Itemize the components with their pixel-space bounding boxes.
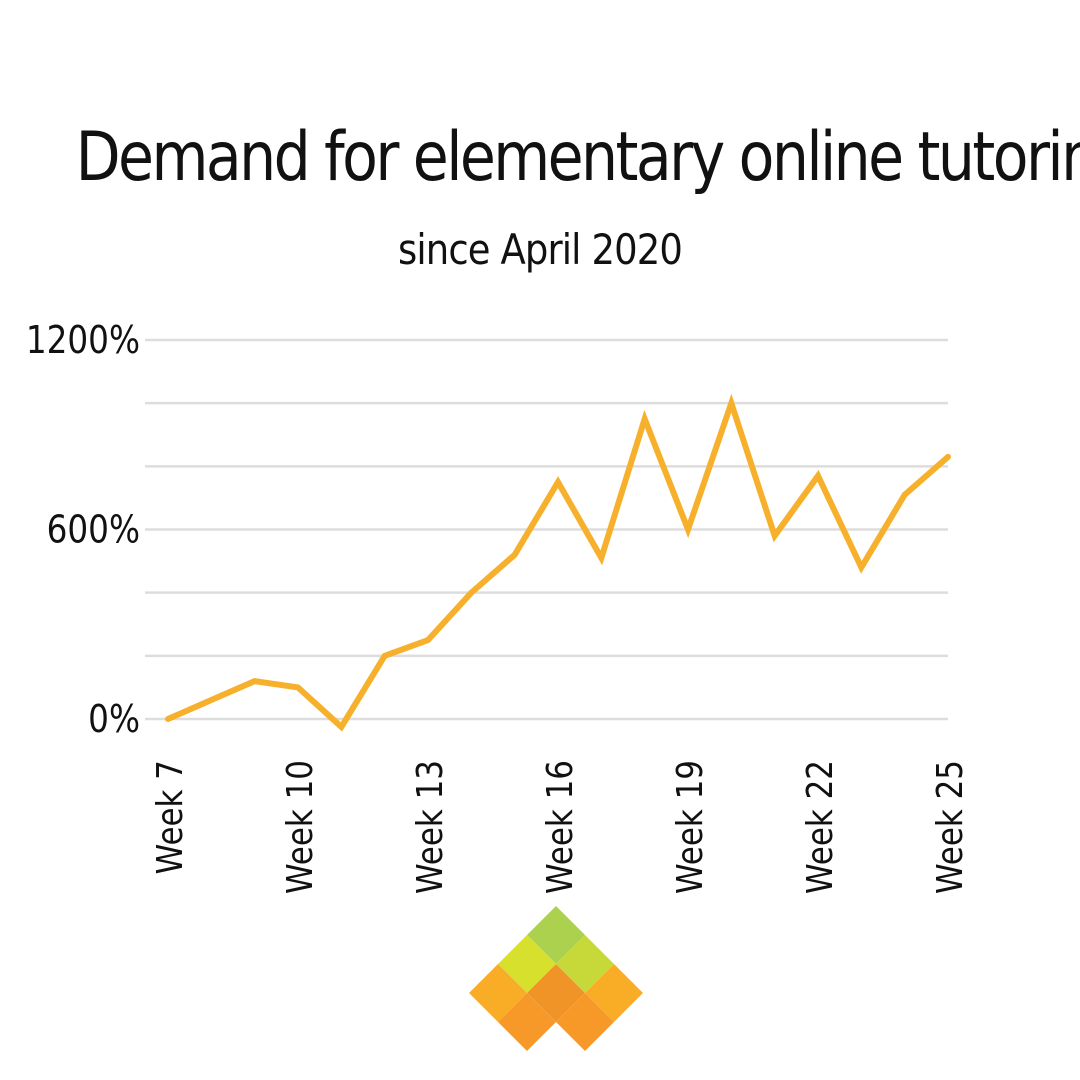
y-tick-label: 1200% bbox=[26, 319, 140, 363]
data-point bbox=[425, 637, 431, 643]
x-tick-label: Week 7 bbox=[149, 760, 191, 874]
x-tick-label: Week 19 bbox=[669, 760, 711, 894]
series-line-0 bbox=[165, 393, 951, 732]
chart-title: Demand for elementary online tutoring bbox=[75, 118, 1080, 197]
data-point bbox=[555, 479, 561, 485]
data-point bbox=[338, 724, 344, 730]
logo-tile bbox=[556, 993, 614, 1051]
line-chart: 0%600%1200% Week 7 Week 10 Week 13 Week 16 W… bbox=[26, 319, 971, 894]
series-layer bbox=[165, 393, 951, 732]
data-point bbox=[728, 400, 734, 406]
data-point bbox=[295, 684, 301, 690]
y-tick-label: 600% bbox=[47, 508, 140, 552]
gridlines bbox=[145, 338, 948, 721]
x-tick-label: Week 10 bbox=[279, 760, 321, 894]
x-axis-tick-labels: Week 7 Week 10 Week 13 Week 16 Week 19 Week 2… bbox=[149, 760, 971, 894]
data-point bbox=[858, 564, 864, 570]
data-point bbox=[165, 716, 171, 722]
data-point bbox=[382, 653, 388, 659]
y-tick-label: 0% bbox=[88, 698, 140, 742]
diamond-mosaic-logo-icon bbox=[469, 906, 643, 1051]
data-point bbox=[902, 492, 908, 498]
data-point bbox=[598, 555, 604, 561]
data-point bbox=[945, 454, 951, 460]
data-point bbox=[772, 533, 778, 539]
x-tick-label: Week 13 bbox=[409, 760, 451, 894]
logo-tile bbox=[498, 993, 556, 1051]
chart-subtitle: since April 2020 bbox=[398, 225, 683, 274]
data-point bbox=[512, 552, 518, 558]
data-point bbox=[642, 416, 648, 422]
data-point bbox=[208, 697, 214, 703]
x-tick-label: Week 25 bbox=[929, 760, 971, 894]
y-axis-tick-labels: 0% 600% 1200% bbox=[26, 319, 140, 742]
x-tick-label: Week 22 bbox=[799, 760, 841, 894]
data-point bbox=[468, 590, 474, 596]
data-point bbox=[252, 678, 258, 684]
data-point bbox=[685, 527, 691, 532]
x-tick-label: Week 16 bbox=[539, 760, 581, 894]
data-point bbox=[815, 473, 821, 479]
